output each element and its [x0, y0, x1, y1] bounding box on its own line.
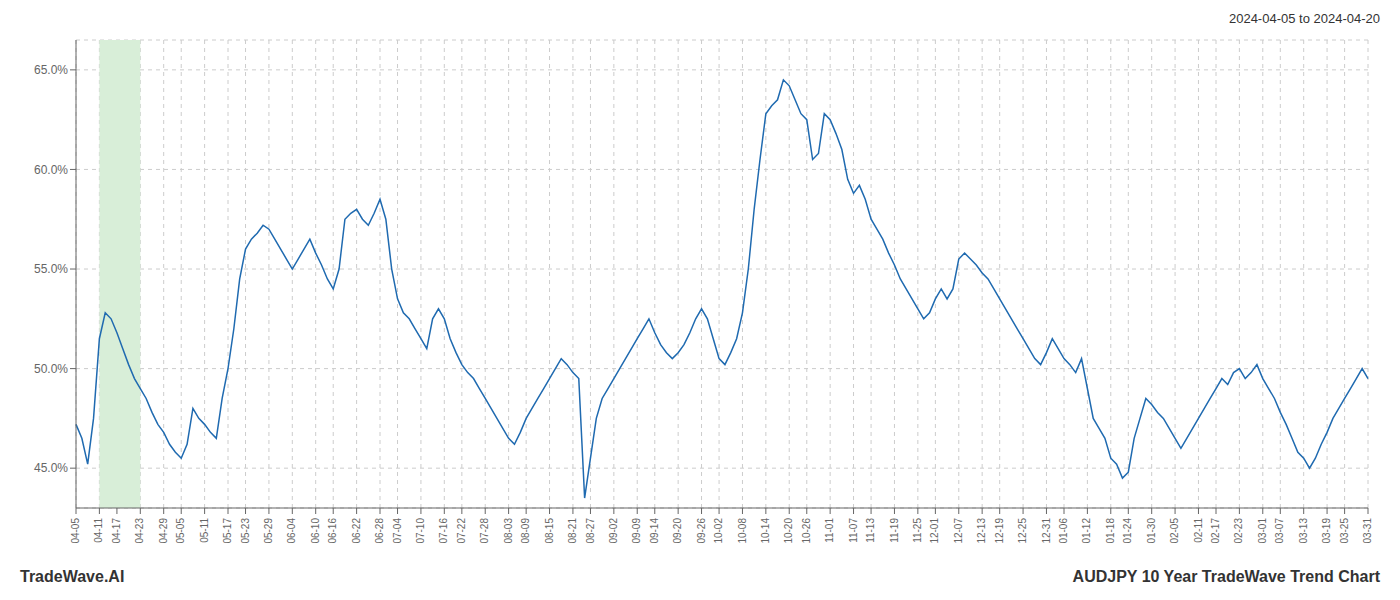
svg-text:11-07: 11-07: [848, 518, 859, 543]
svg-text:10-08: 10-08: [737, 518, 748, 544]
svg-text:03-25: 03-25: [1339, 518, 1350, 544]
svg-text:12-25: 12-25: [1017, 518, 1028, 544]
svg-text:03-01: 03-01: [1257, 518, 1268, 544]
svg-text:08-27: 08-27: [585, 518, 596, 544]
svg-text:11-13: 11-13: [865, 518, 876, 543]
svg-text:10-14: 10-14: [760, 518, 771, 544]
svg-text:10-26: 10-26: [801, 518, 812, 544]
svg-text:01-24: 01-24: [1122, 518, 1133, 544]
html-text:TradeWave.AI: TradeWave.AI: [20, 568, 125, 585]
svg-text:03-13: 03-13: [1298, 518, 1309, 544]
svg-text:09-14: 09-14: [649, 518, 660, 544]
svg-text:04-11: 04-11: [93, 518, 104, 543]
svg-text:55.0%: 55.0%: [34, 262, 68, 276]
svg-text:09-26: 09-26: [696, 518, 707, 544]
svg-text:10-02: 10-02: [713, 518, 724, 544]
svg-text:02-17: 02-17: [1210, 518, 1221, 544]
svg-text:12-19: 12-19: [994, 518, 1005, 544]
svg-text:06-04: 06-04: [286, 518, 297, 544]
svg-text:11-01: 11-01: [824, 518, 835, 543]
svg-text:01-12: 01-12: [1081, 518, 1092, 544]
svg-text:04-05: 04-05: [70, 518, 81, 544]
svg-text:03-19: 03-19: [1321, 518, 1332, 544]
svg-text:10-20: 10-20: [783, 518, 794, 544]
svg-text:02-05: 02-05: [1169, 518, 1180, 544]
svg-text:05-23: 05-23: [240, 518, 251, 544]
svg-text:45.0%: 45.0%: [34, 461, 68, 475]
svg-text:07-22: 07-22: [456, 518, 467, 544]
svg-text:06-10: 06-10: [310, 518, 321, 544]
svg-text:12-31: 12-31: [1041, 518, 1052, 544]
svg-text:04-17: 04-17: [111, 518, 122, 544]
svg-text:08-03: 08-03: [503, 518, 514, 544]
svg-text:04-23: 04-23: [134, 518, 145, 544]
svg-text:01-06: 01-06: [1058, 518, 1069, 544]
svg-text:09-20: 09-20: [672, 518, 683, 544]
svg-text:02-11: 02-11: [1193, 518, 1204, 543]
svg-text:05-11: 05-11: [199, 518, 210, 543]
svg-text:08-15: 08-15: [544, 518, 555, 544]
svg-text:05-17: 05-17: [222, 518, 233, 544]
svg-text:07-16: 07-16: [438, 518, 449, 544]
svg-text:12-07: 12-07: [953, 518, 964, 544]
svg-text:50.0%: 50.0%: [34, 362, 68, 376]
svg-text:07-28: 07-28: [479, 518, 490, 544]
svg-text:11-25: 11-25: [912, 518, 923, 543]
svg-text:08-21: 08-21: [567, 518, 578, 544]
svg-text:06-22: 06-22: [351, 518, 362, 544]
svg-text:03-31: 03-31: [1362, 518, 1373, 544]
svg-text:12-01: 12-01: [929, 518, 940, 544]
svg-text:06-16: 06-16: [327, 518, 338, 544]
svg-text:03-07: 03-07: [1274, 518, 1285, 544]
svg-text:07-10: 07-10: [415, 518, 426, 544]
svg-text:09-09: 09-09: [631, 518, 642, 544]
html-text:2024-04-05 to 2024-04-20: 2024-04-05 to 2024-04-20: [1228, 11, 1380, 26]
svg-text:01-30: 01-30: [1146, 518, 1157, 544]
svg-text:12-13: 12-13: [976, 518, 987, 544]
svg-text:07-04: 07-04: [392, 518, 403, 544]
svg-text:04-29: 04-29: [158, 518, 169, 544]
svg-text:60.0%: 60.0%: [34, 163, 68, 177]
svg-text:05-29: 05-29: [263, 518, 274, 544]
svg-text:02-23: 02-23: [1233, 518, 1244, 544]
html-text:AUDJPY 10 Year TradeWave Trend: AUDJPY 10 Year TradeWave Trend Chart: [1072, 568, 1380, 585]
svg-text:06-28: 06-28: [374, 518, 385, 544]
svg-text:05-05: 05-05: [175, 518, 186, 544]
svg-text:65.0%: 65.0%: [34, 63, 68, 77]
svg-text:01-18: 01-18: [1105, 518, 1116, 544]
svg-text:11-19: 11-19: [889, 518, 900, 543]
svg-text:08-09: 08-09: [520, 518, 531, 544]
svg-text:09-02: 09-02: [608, 518, 619, 544]
